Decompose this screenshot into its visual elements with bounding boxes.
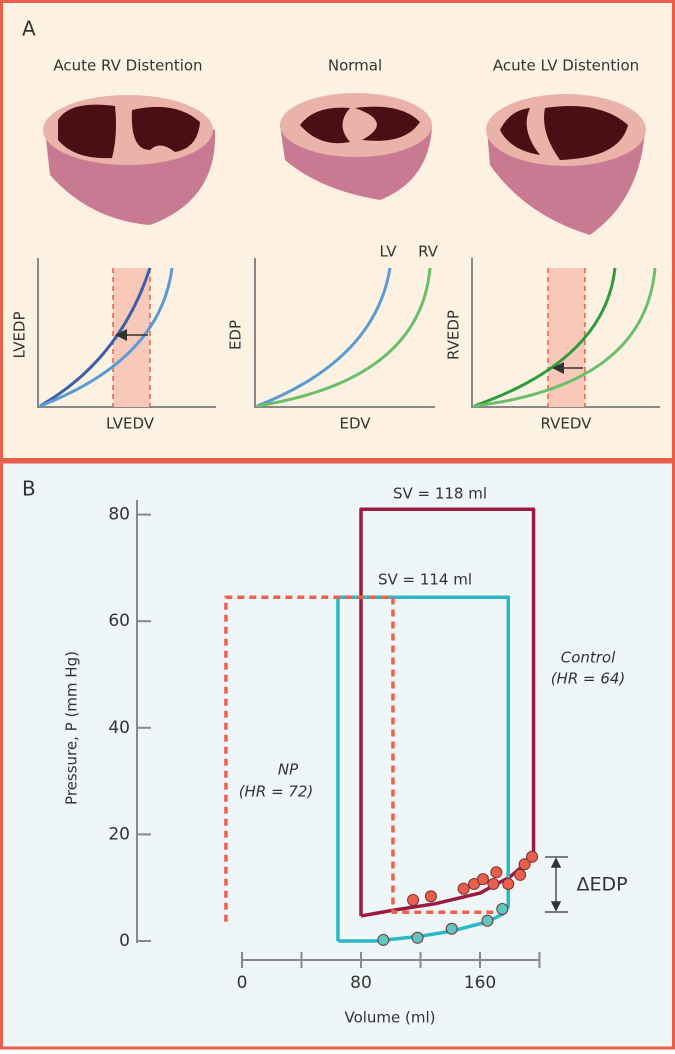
heart bbox=[280, 93, 432, 200]
data-point bbox=[526, 850, 539, 863]
data-point bbox=[377, 933, 390, 946]
column-title: Normal bbox=[328, 57, 382, 75]
x-label: EDV bbox=[339, 415, 371, 433]
y-tick-label: 40 bbox=[108, 718, 130, 738]
y-tick-label: 0 bbox=[119, 931, 130, 951]
annotation: Control bbox=[561, 649, 616, 667]
annotation: (HR = 72) bbox=[239, 783, 314, 801]
y-tick-label: 60 bbox=[108, 611, 130, 631]
data-point bbox=[518, 858, 531, 871]
x-label: LVEDV bbox=[106, 415, 155, 433]
mini-axes bbox=[37, 258, 660, 408]
annotation: SV = 114 ml bbox=[378, 571, 472, 589]
annotation: NP bbox=[278, 761, 299, 779]
data-point bbox=[502, 877, 515, 890]
annotation: SV = 118 ml bbox=[393, 485, 487, 503]
panel-label: A bbox=[22, 17, 36, 41]
heart bbox=[43, 95, 216, 225]
y-axis-label: Pressure, P (mm Hg) bbox=[63, 651, 81, 805]
column-title: Acute LV Distention bbox=[493, 57, 639, 75]
data-point bbox=[445, 922, 458, 935]
annotation: ΔEDP bbox=[576, 874, 627, 896]
data-point bbox=[424, 890, 437, 903]
x-tick-label: 80 bbox=[350, 973, 372, 993]
data-point bbox=[487, 877, 500, 890]
data-point bbox=[407, 893, 420, 906]
annotation: (HR = 64) bbox=[551, 670, 626, 688]
curve-label: LV bbox=[380, 243, 398, 261]
data-point bbox=[476, 873, 489, 886]
y-tick-label: 20 bbox=[108, 824, 130, 844]
column-title: Acute RV Distention bbox=[53, 57, 202, 75]
data-point bbox=[496, 903, 509, 916]
panel-label: B bbox=[22, 477, 36, 501]
y-label: RVEDP bbox=[445, 310, 463, 360]
y-label: EDP bbox=[227, 320, 245, 350]
x-axis-label: Volume (ml) bbox=[344, 1009, 435, 1027]
data-point bbox=[411, 931, 424, 944]
bracket bbox=[545, 856, 568, 913]
y-tick-label: 80 bbox=[108, 505, 130, 525]
shaded-range bbox=[548, 268, 585, 407]
data-point bbox=[457, 882, 470, 895]
curve-label: RV bbox=[418, 243, 439, 261]
x-tick-label: 0 bbox=[237, 973, 248, 993]
x-label: RVEDV bbox=[541, 415, 593, 433]
mini-curves bbox=[39, 267, 657, 408]
y-label: LVEDP bbox=[11, 311, 29, 358]
data-point bbox=[481, 914, 494, 927]
x-tick-label: 160 bbox=[464, 973, 496, 993]
data-point bbox=[490, 866, 503, 879]
pv-loop bbox=[224, 595, 495, 922]
data-point bbox=[514, 868, 527, 881]
heart bbox=[486, 94, 646, 235]
